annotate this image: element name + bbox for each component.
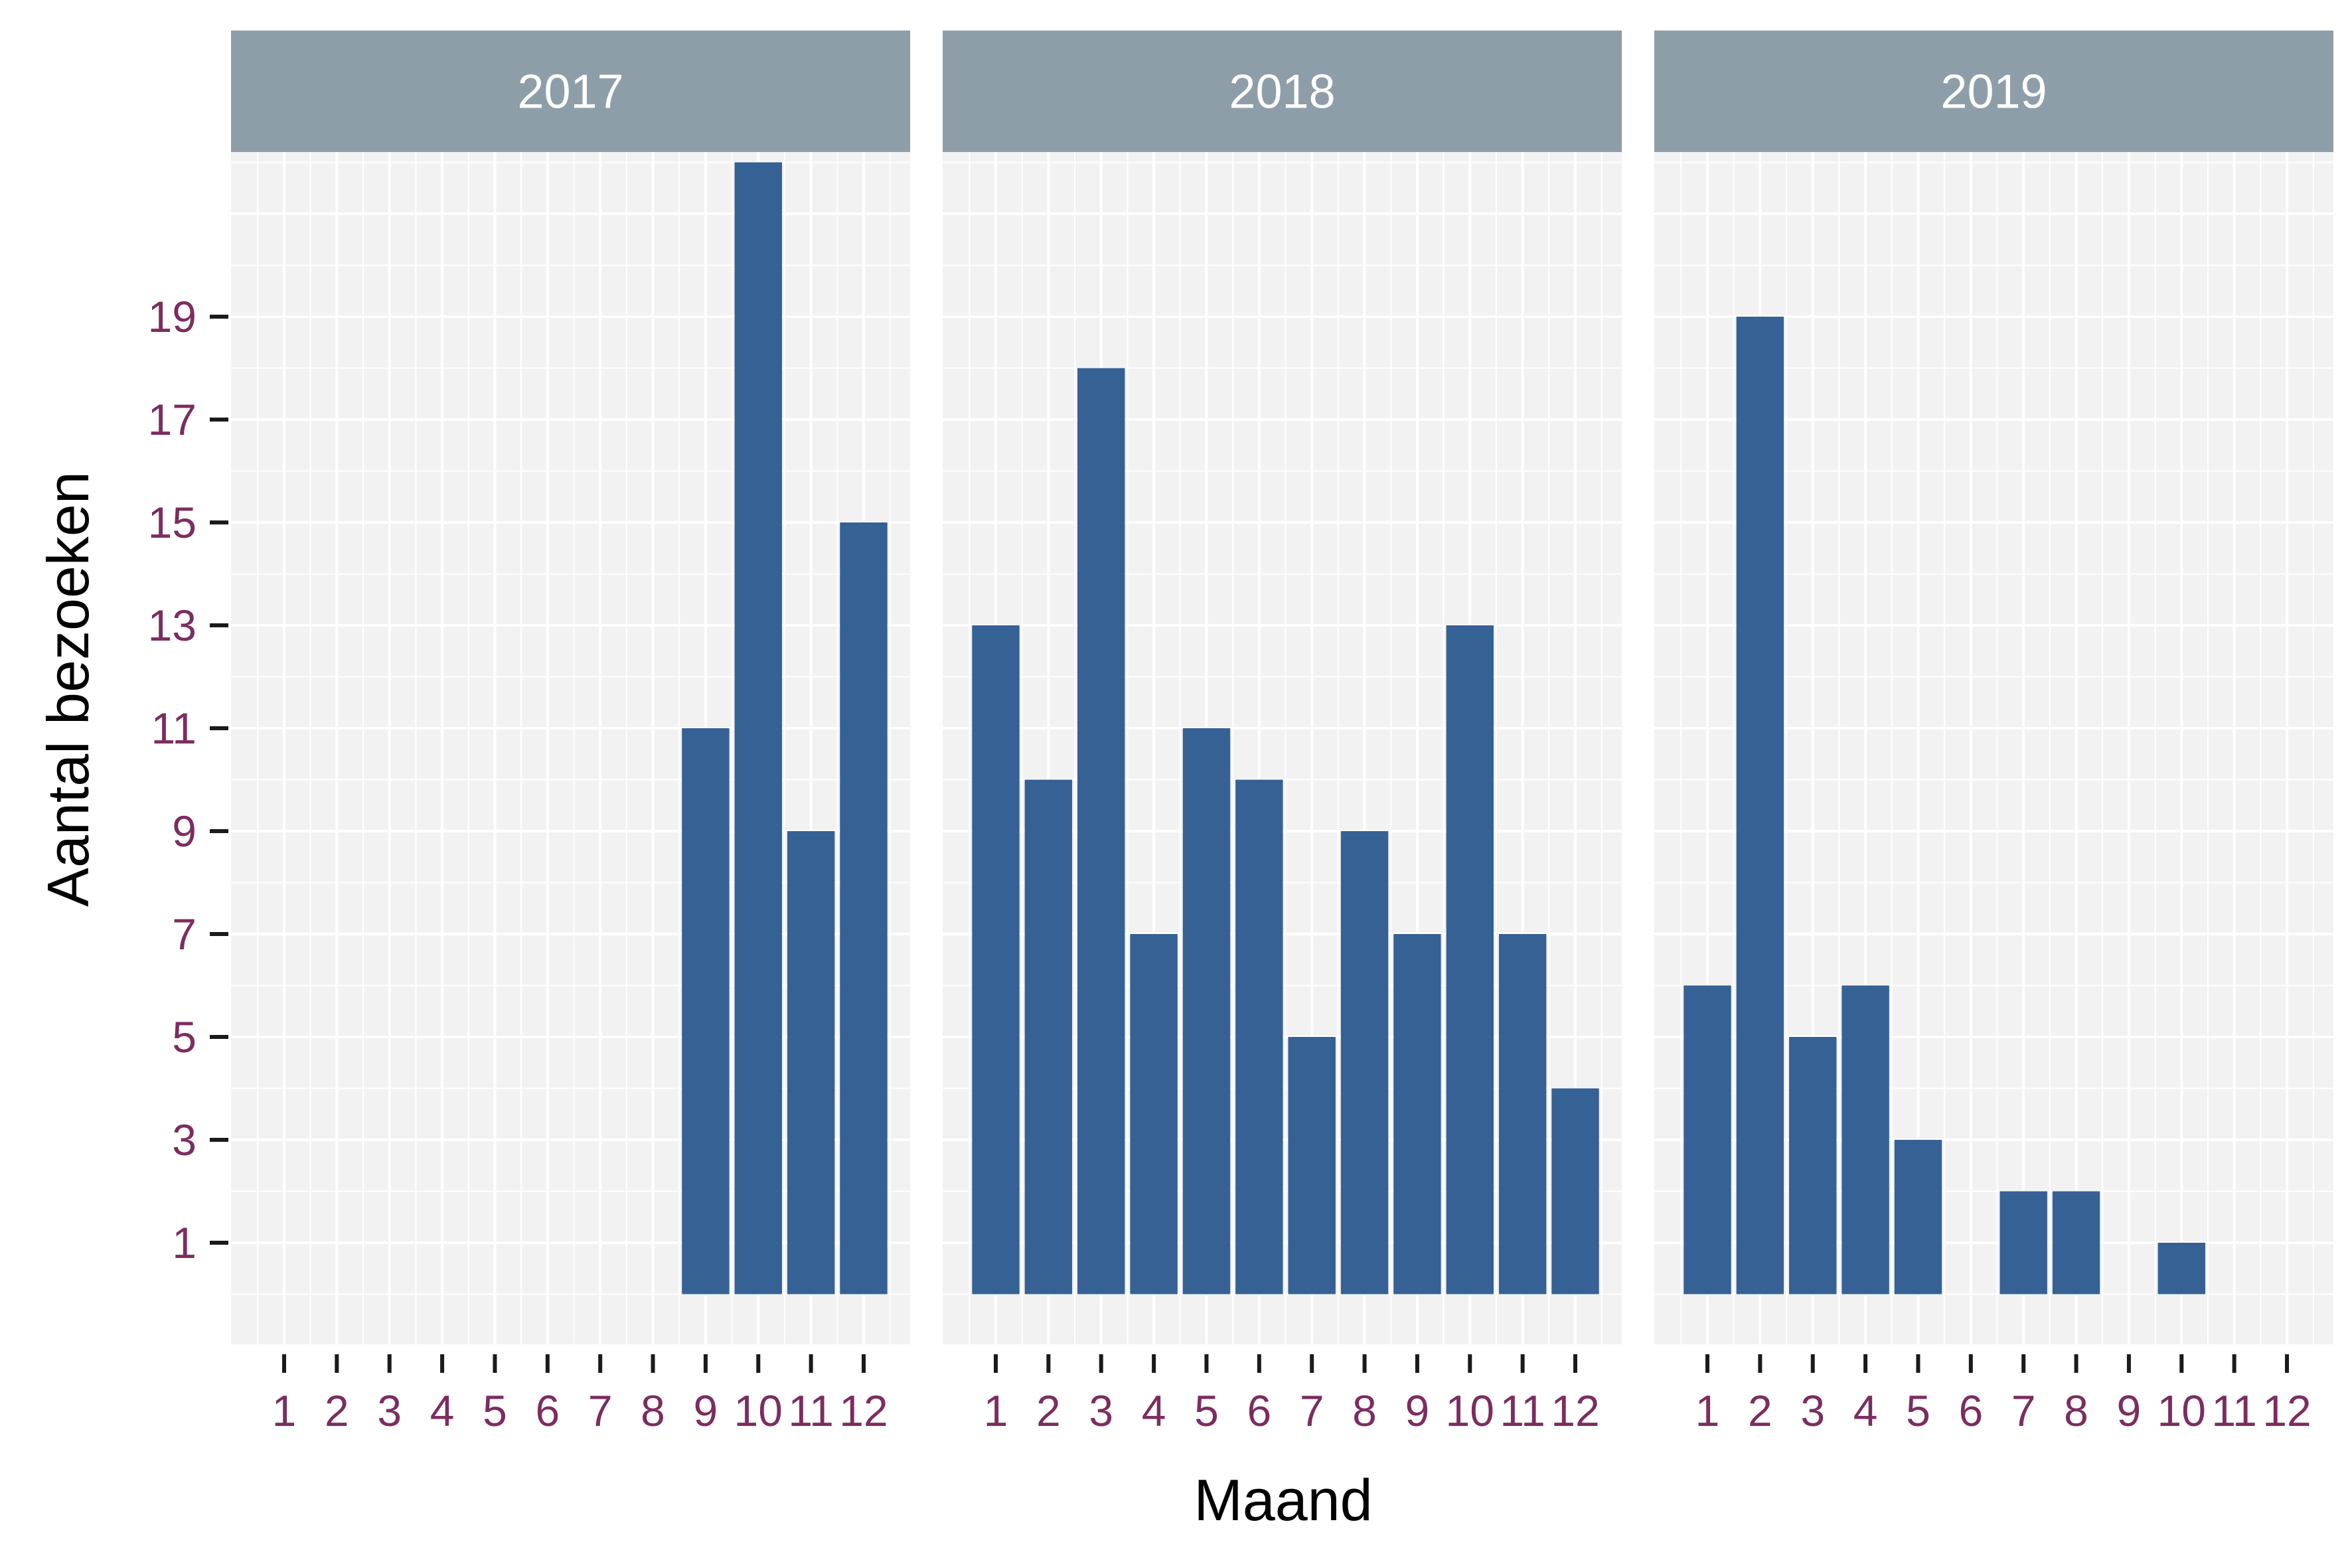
facet-strip	[231, 31, 910, 152]
bar-2019-1	[1684, 985, 1731, 1294]
x-tick-label: 6	[1958, 1386, 1983, 1435]
facet-strip-label: 2019	[1940, 66, 2047, 119]
y-tick-label: 17	[148, 395, 196, 444]
x-tick-label: 2	[1036, 1386, 1061, 1435]
x-tick-label: 5	[483, 1386, 507, 1435]
x-tick-label: 3	[377, 1386, 402, 1435]
x-tick-label: 4	[1853, 1386, 1878, 1435]
bar-2018-12	[1551, 1088, 1599, 1294]
x-tick-label: 10	[734, 1386, 783, 1435]
bar-2019-4	[1842, 985, 1889, 1294]
x-tick-label: 3	[1800, 1386, 1825, 1435]
x-tick-label: 7	[2011, 1386, 2036, 1435]
y-tick-label: 11	[151, 704, 196, 753]
y-tick-label: 7	[172, 909, 196, 959]
facet-strip-label: 2018	[1229, 66, 1335, 119]
x-tick-label: 1	[984, 1386, 1008, 1435]
y-tick-label: 19	[148, 292, 196, 341]
x-tick-label: 5	[1194, 1386, 1219, 1435]
x-tick-label: 12	[1551, 1386, 1599, 1435]
bar-2017-9	[682, 728, 730, 1294]
x-tick-label: 11	[2211, 1386, 2257, 1435]
x-tick-label: 10	[1446, 1386, 1494, 1435]
y-axis-title: Aantal bezoeken	[35, 471, 101, 907]
y-tick-label: 15	[148, 498, 196, 547]
bar-2019-5	[1894, 1140, 1942, 1294]
y-tick-label: 9	[172, 807, 196, 856]
x-tick-label: 7	[588, 1386, 613, 1435]
facet-strip-label: 2017	[517, 66, 623, 119]
x-tick-label: 6	[1247, 1386, 1271, 1435]
x-tick-label: 12	[839, 1386, 888, 1435]
bar-2018-10	[1446, 625, 1494, 1294]
bar-2017-11	[787, 831, 835, 1294]
bar-2018-7	[1288, 1037, 1336, 1294]
x-tick-label: 8	[1352, 1386, 1377, 1435]
x-tick-label: 11	[1500, 1386, 1545, 1435]
x-tick-label: 5	[1906, 1386, 1930, 1435]
bar-2018-8	[1340, 831, 1389, 1294]
bar-2019-10	[2157, 1243, 2205, 1294]
x-tick-label: 11	[788, 1386, 834, 1435]
x-tick-label: 3	[1089, 1386, 1113, 1435]
x-axis-title: Maand	[1194, 1467, 1372, 1533]
x-tick-label: 2	[1748, 1386, 1772, 1435]
bar-2019-2	[1736, 317, 1784, 1294]
bar-2017-10	[734, 162, 782, 1294]
x-tick-label: 1	[1695, 1386, 1720, 1435]
x-tick-label: 4	[430, 1386, 455, 1435]
y-tick-label: 3	[172, 1115, 196, 1164]
x-tick-label: 8	[2064, 1386, 2088, 1435]
bar-2019-8	[2052, 1191, 2100, 1294]
x-tick-label: 2	[325, 1386, 349, 1435]
x-tick-label: 1	[272, 1386, 297, 1435]
bar-2018-9	[1393, 934, 1441, 1294]
bar-2018-5	[1182, 728, 1231, 1294]
x-tick-label: 9	[2117, 1386, 2142, 1435]
x-tick-label: 8	[641, 1386, 665, 1435]
facet-strip	[943, 31, 1622, 152]
bar-2018-1	[972, 625, 1020, 1294]
bar-2018-11	[1498, 934, 1547, 1294]
x-tick-label: 6	[535, 1386, 560, 1435]
x-tick-label: 9	[1405, 1386, 1430, 1435]
bar-2018-3	[1077, 368, 1125, 1294]
y-tick-label: 5	[172, 1012, 196, 1061]
x-tick-label: 9	[694, 1386, 718, 1435]
x-tick-label: 4	[1142, 1386, 1166, 1435]
y-tick-label: 13	[148, 601, 196, 650]
x-tick-label: 10	[2157, 1386, 2206, 1435]
facet-strip	[1654, 31, 2333, 152]
x-tick-label: 12	[2262, 1386, 2311, 1435]
y-tick-label: 1	[172, 1218, 196, 1267]
bar-2018-6	[1235, 779, 1283, 1294]
bar-2019-7	[1999, 1191, 2047, 1294]
bar-2018-4	[1130, 934, 1178, 1294]
bar-2017-12	[840, 522, 888, 1294]
bar-2018-2	[1024, 779, 1073, 1294]
x-tick-label: 7	[1300, 1386, 1324, 1435]
bar-2019-3	[1789, 1037, 1837, 1294]
